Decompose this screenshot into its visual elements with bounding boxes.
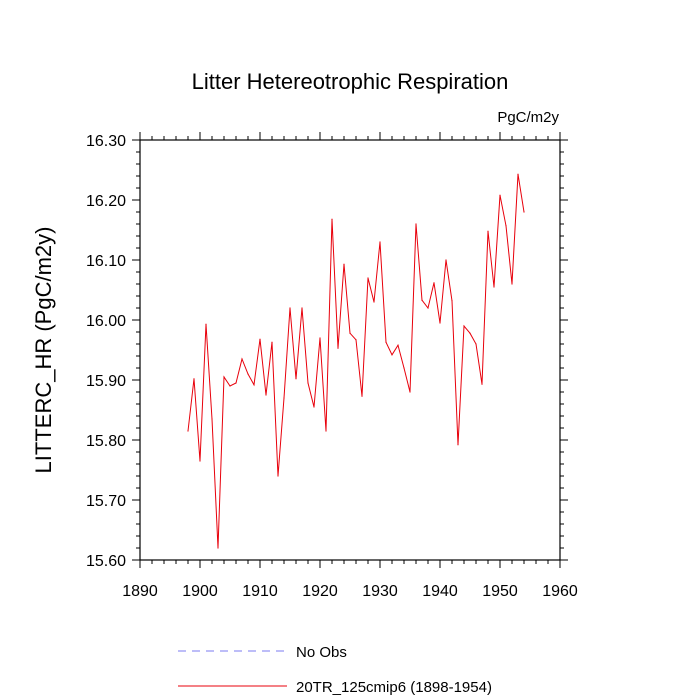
data-point: [379, 241, 381, 243]
plot-frame: [139, 139, 561, 561]
x-tick-label: 1950: [482, 583, 518, 600]
data-point: [415, 223, 417, 225]
x-tick-label: 1930: [362, 583, 398, 600]
chart-title: Litter Hetereotrophic Respiration: [192, 69, 509, 94]
y-tick-label: 16.20: [86, 193, 126, 210]
legend: No Obs 20TR_125cmip6 (1898-1954): [178, 644, 492, 696]
data-point: [265, 394, 267, 396]
data-point: [205, 323, 207, 325]
data-point: [289, 307, 291, 309]
data-point: [307, 382, 309, 384]
data-point: [433, 282, 435, 284]
data-point: [397, 344, 399, 346]
data-point: [469, 332, 471, 334]
data-point: [259, 338, 261, 340]
data-point: [475, 343, 477, 345]
data-point: [421, 299, 423, 301]
data-point: [463, 325, 465, 327]
data-point: [271, 341, 273, 343]
data-point: [373, 301, 375, 303]
y-tick-label: 15.70: [86, 493, 126, 510]
data-point: [367, 277, 369, 279]
y-tick-label: 16.30: [86, 133, 126, 150]
data-point: [355, 339, 357, 341]
data-point: [313, 406, 315, 408]
data-point: [229, 385, 231, 387]
data-point: [343, 263, 345, 265]
data-point: [487, 230, 489, 232]
y-tick-label: 15.90: [86, 373, 126, 390]
data-point: [457, 444, 459, 446]
data-point: [331, 218, 333, 220]
y-tick-label: 15.80: [86, 433, 126, 450]
data-point: [445, 259, 447, 261]
data-point: [349, 332, 351, 334]
data-point: [301, 307, 303, 309]
x-tick-label: 1910: [242, 583, 278, 600]
data-point: [517, 173, 519, 175]
data-point: [253, 384, 255, 386]
y-axis: 15.60 15.70 15.80 15.90 16.00 16.10 16.20 16.30: [86, 133, 568, 570]
data-point: [409, 391, 411, 393]
series-line-0: [187, 174, 525, 549]
legend-label-20tr: 20TR_125cmip6 (1898-1954): [296, 679, 492, 696]
data-point: [193, 378, 195, 380]
data-point: [511, 283, 513, 285]
y-tick-label: 15.60: [86, 553, 126, 570]
data-point: [319, 337, 321, 339]
data-point: [223, 376, 225, 378]
data-point: [451, 300, 453, 302]
x-tick-label: 1940: [422, 583, 458, 600]
data-point: [187, 430, 189, 432]
data-point: [247, 373, 249, 375]
data-point: [427, 307, 429, 309]
x-tick-label: 1960: [542, 583, 578, 600]
data-point: [199, 460, 201, 462]
data-point: [277, 475, 279, 477]
y-tick-label: 16.10: [86, 253, 126, 270]
data-point: [403, 367, 405, 369]
x-tick-label: 1900: [182, 583, 218, 600]
legend-label-no-obs: No Obs: [296, 644, 347, 661]
data-point: [217, 547, 219, 549]
data-point: [361, 395, 363, 397]
data-point: [439, 322, 441, 324]
data-point: [337, 347, 339, 349]
series-layer: [187, 173, 525, 549]
data-point: [391, 354, 393, 356]
data-point: [493, 286, 495, 288]
data-point: [499, 194, 501, 196]
x-axis: 1890 1900 1910 1920 1930 1940 1950 1960: [122, 132, 578, 600]
data-point: [481, 383, 483, 385]
data-point: [523, 211, 525, 213]
data-point: [241, 358, 243, 360]
data-point: [295, 378, 297, 380]
y-tick-label: 16.00: [86, 313, 126, 330]
units-label: PgC/m2y: [497, 109, 559, 126]
data-point: [325, 430, 327, 432]
data-point: [235, 382, 237, 384]
data-point: [211, 418, 213, 420]
x-tick-label: 1890: [122, 583, 158, 600]
data-point: [505, 225, 507, 227]
data-point: [283, 397, 285, 399]
y-axis-label: LITTERC_HR (PgC/m2y): [31, 227, 56, 474]
data-point: [385, 341, 387, 343]
x-tick-label: 1920: [302, 583, 338, 600]
